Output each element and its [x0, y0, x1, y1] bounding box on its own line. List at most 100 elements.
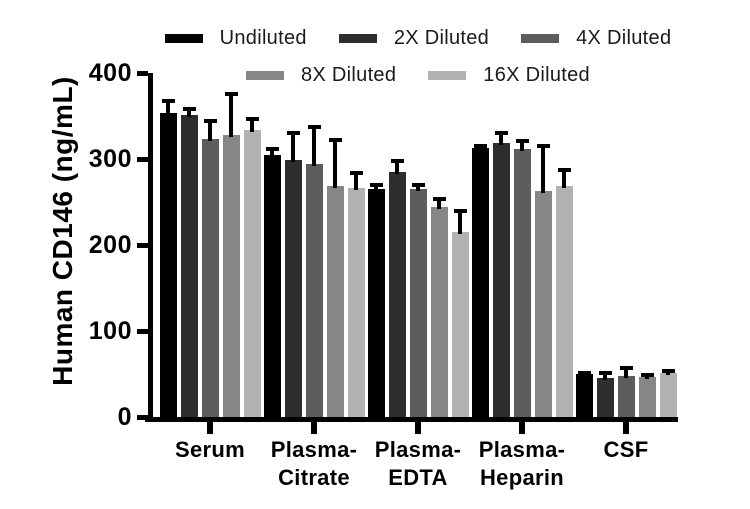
bar [575, 374, 593, 417]
error-bar-line [499, 131, 503, 145]
error-bar-cap [495, 131, 508, 136]
legend-label: Undiluted [219, 26, 307, 49]
x-tick-label: CSF [603, 437, 649, 462]
x-axis-tick [415, 422, 421, 434]
bar [659, 373, 677, 417]
legend-item: 2X Diluted [338, 26, 490, 50]
error-bar-cap [329, 138, 342, 143]
error-bar-cap [599, 371, 612, 376]
bar [243, 129, 261, 417]
error-bar-line [270, 146, 274, 157]
error-bar-line [166, 98, 170, 115]
bar [492, 142, 510, 417]
error-bar-cap [162, 98, 175, 103]
bar [451, 232, 469, 417]
error-bar-line [374, 183, 378, 192]
legend-swatch-icon [428, 70, 467, 80]
error-bar-line [624, 366, 628, 378]
bar [596, 378, 614, 417]
bar [617, 375, 635, 417]
bar [159, 112, 177, 417]
legend-item: 4X Diluted [521, 27, 671, 50]
error-bar-cap [620, 366, 633, 371]
error-bar-cap [287, 131, 300, 136]
bar [430, 207, 448, 417]
legend-swatch-icon [246, 70, 284, 80]
y-tick-label: 300 [88, 145, 132, 173]
error-bar-line [229, 91, 233, 137]
bar [471, 147, 489, 417]
error-bar-cap [433, 196, 446, 201]
error-bar-line [333, 138, 337, 188]
x-axis-tick [207, 422, 213, 434]
x-axis-line [145, 417, 678, 422]
error-bar-line [312, 125, 316, 167]
error-bar-line [603, 371, 607, 381]
error-bar-line [354, 171, 358, 191]
error-bar-cap [662, 368, 675, 373]
bar [180, 115, 198, 417]
x-axis-tick [623, 422, 629, 434]
legend-swatch-icon [164, 33, 203, 43]
x-tick-label: Plasma- EDTA [374, 437, 462, 490]
error-bar-line [437, 196, 441, 210]
legend-item: 8X Diluted [246, 64, 396, 87]
error-bar-line [458, 208, 462, 235]
legend-label: 16X Diluted [483, 63, 590, 86]
y-tick-label: 100 [88, 317, 132, 345]
y-axis-tick [137, 329, 148, 334]
legend-item: 16X Diluted [428, 64, 590, 87]
error-bar-line [520, 139, 524, 151]
error-bar-cap [183, 107, 196, 112]
y-tick-label: 400 [88, 59, 132, 87]
x-tick-label: Plasma- Heparin [478, 437, 566, 490]
legend-swatch-icon [338, 33, 377, 43]
legend-label: 2X Diluted [393, 26, 490, 49]
bar [201, 139, 219, 417]
bar [388, 171, 406, 417]
error-bar-cap [454, 208, 467, 213]
error-bar-cap [204, 118, 217, 123]
error-bar-cap [516, 139, 529, 144]
error-bar-line [562, 167, 566, 188]
bar [263, 154, 281, 417]
legend-label: 4X Diluted [576, 26, 672, 49]
error-bar-line [250, 116, 254, 132]
legend-row-1: Undiluted 2X Diluted 4X Diluted [148, 26, 688, 50]
error-bar-cap [537, 143, 550, 148]
error-bar-cap [641, 373, 654, 378]
y-axis-tick [137, 71, 148, 76]
bar [367, 189, 385, 417]
x-tick-label: Serum [175, 437, 245, 462]
bar [305, 164, 323, 417]
y-axis-tick [137, 157, 148, 162]
legend-row-2: 8X Diluted 16X Diluted [148, 63, 688, 87]
error-bar-line [541, 143, 545, 193]
bar [638, 377, 656, 417]
error-bar-cap [578, 371, 591, 376]
error-bar-line [395, 159, 399, 174]
error-bar-cap [558, 167, 571, 172]
error-bar-line [208, 118, 212, 142]
bar [222, 134, 240, 417]
error-bar-line [187, 107, 191, 118]
legend-swatch-icon [521, 33, 560, 43]
bar [326, 185, 344, 417]
error-bar-cap [225, 91, 238, 96]
legend-label: 8X Diluted [301, 63, 397, 86]
error-bar-cap [246, 116, 259, 121]
y-axis-tick [137, 415, 148, 420]
y-tick-label: 0 [117, 403, 132, 431]
legend-item: Undiluted [164, 26, 307, 50]
bar [555, 185, 573, 417]
error-bar-cap [474, 143, 487, 148]
error-bar-cap [412, 183, 425, 188]
bar [534, 190, 552, 417]
error-bar-cap [370, 183, 383, 188]
x-tick-label: Plasma- Citrate [270, 437, 358, 490]
x-axis-tick [311, 422, 317, 434]
bar [284, 159, 302, 417]
bar [409, 189, 427, 417]
x-axis-tick [519, 422, 525, 434]
bar [513, 148, 531, 417]
